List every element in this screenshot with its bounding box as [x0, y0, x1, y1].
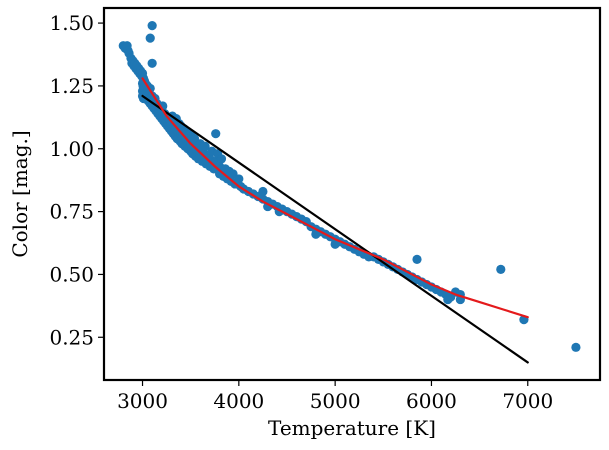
x-tick-label: 4000 — [213, 389, 264, 413]
x-tick-label: 5000 — [310, 389, 361, 413]
linear-fit-line — [141, 94, 529, 364]
scatter-point — [571, 342, 581, 352]
scatter-point — [216, 154, 227, 164]
plot-frame — [102, 6, 602, 382]
scatter-point — [147, 58, 157, 68]
scatter-point — [200, 141, 210, 151]
x-tick-label: 6000 — [406, 389, 457, 413]
y-tick-label: 0.75 — [49, 200, 94, 224]
curve-fit-line — [141, 77, 529, 319]
x-tick-label: 3000 — [117, 389, 168, 413]
scatter-point — [211, 129, 221, 139]
y-tick-label: 1.00 — [49, 137, 94, 161]
y-tick-label: 1.50 — [49, 11, 94, 35]
scatter-point — [496, 264, 506, 275]
scatter-points — [118, 20, 581, 352]
x-tick-label: 7000 — [502, 389, 553, 413]
scatter-point — [147, 20, 157, 31]
ticks-layer: 3000 4000 5000 6000 7000 0.25 0.50 0.75 1.00 1.25… — [49, 11, 553, 413]
scatter-point — [145, 33, 155, 43]
series-layer — [118, 20, 581, 364]
y-tick-label: 1.25 — [49, 74, 94, 98]
scatter-point — [412, 254, 422, 264]
y-axis-label: Color [mag.] — [8, 130, 32, 257]
scatter-point — [258, 186, 268, 197]
scatter-point — [234, 174, 244, 184]
x-axis-label: Temperature [K] — [268, 416, 436, 440]
y-tick-label: 0.50 — [49, 262, 94, 286]
y-tick-label: 0.25 — [49, 325, 94, 349]
